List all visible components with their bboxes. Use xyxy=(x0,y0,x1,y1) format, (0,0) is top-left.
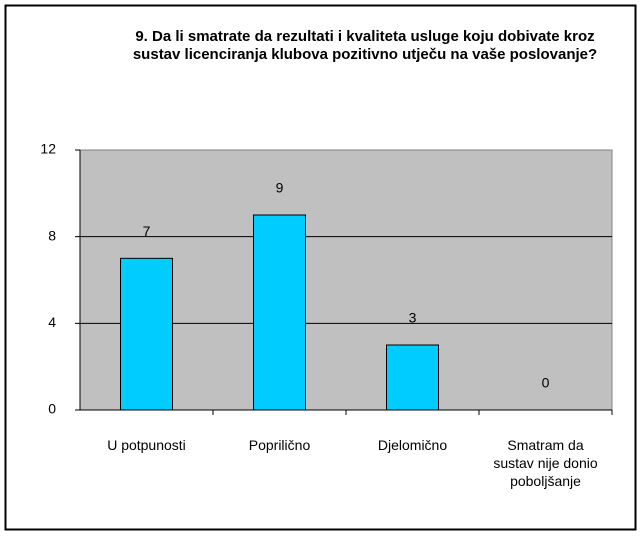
y-tick-label: 0 xyxy=(48,401,56,417)
x-tick-label: Djelomično xyxy=(377,437,448,453)
chart-title: 9. Da li smatrate da rezultati i kvalite… xyxy=(132,28,598,63)
y-tick-label: 4 xyxy=(48,314,56,330)
data-label: 9 xyxy=(276,180,284,196)
bar xyxy=(386,344,439,411)
bar xyxy=(120,257,173,411)
data-label: 7 xyxy=(143,223,151,239)
data-label: 0 xyxy=(542,375,550,391)
y-tick-label: 8 xyxy=(48,227,56,243)
y-tick-label: 12 xyxy=(40,141,56,157)
x-tick-label: Poprilično xyxy=(248,437,311,453)
x-tick-label: Smatram da sustav nije donio poboljšanje xyxy=(493,437,598,489)
bar xyxy=(253,214,306,411)
x-tick-label: U potpunosti xyxy=(107,437,186,453)
data-label: 3 xyxy=(409,310,417,326)
